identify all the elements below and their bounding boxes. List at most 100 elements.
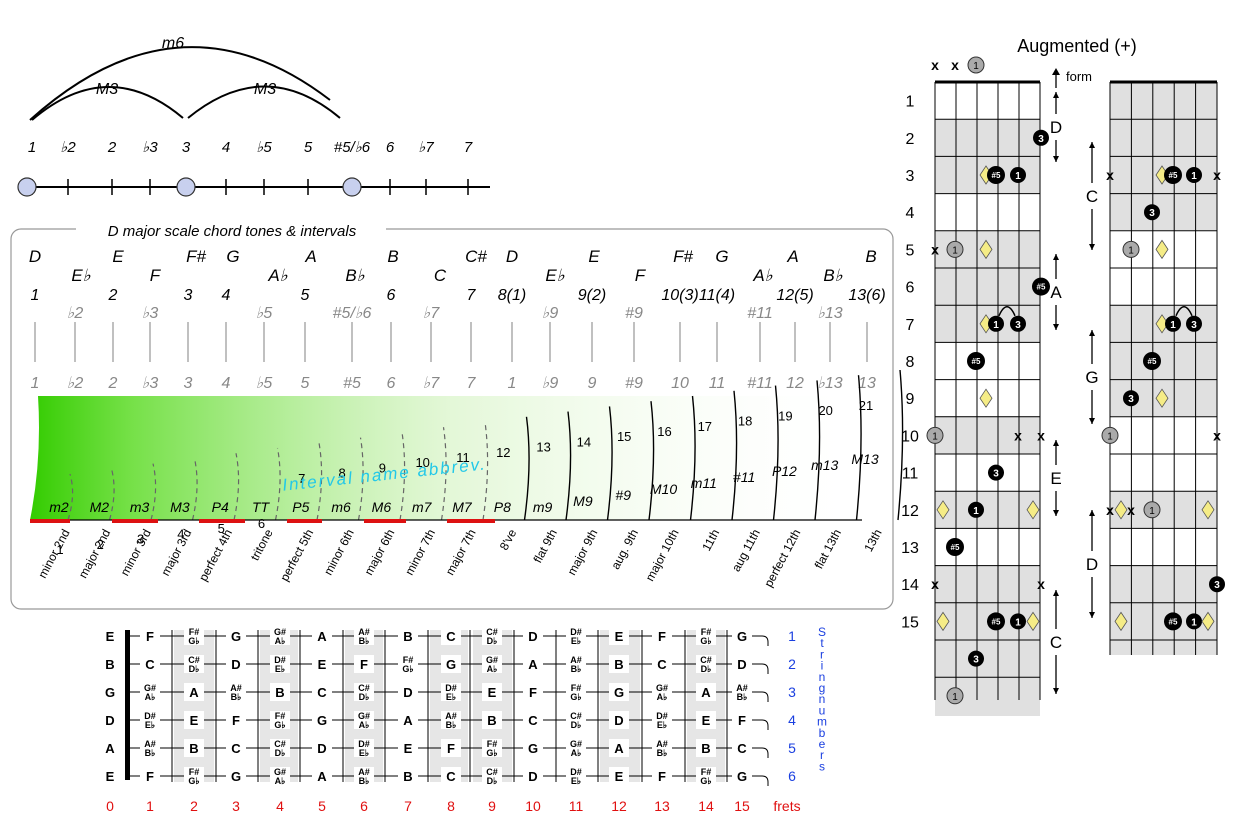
semitone-count: 7: [298, 471, 305, 486]
chord-note-name: E: [588, 247, 600, 266]
fret-note: D: [614, 713, 623, 728]
third-marker: [1144, 204, 1160, 221]
root-marker-label: 1: [932, 431, 938, 442]
string-number: 2: [788, 656, 796, 672]
degree-row-label: ♭2: [67, 375, 84, 392]
interval-abbrev: #9: [615, 487, 631, 503]
interval-name: 13th: [861, 527, 884, 554]
fret-note: C# D♭: [188, 655, 200, 674]
interval-abbrev: #11: [733, 469, 755, 485]
fret-note: G: [231, 629, 241, 644]
semitone-count: 21: [859, 398, 873, 413]
string-numbers-letter: t: [820, 636, 824, 650]
fret-note: G: [614, 685, 624, 700]
fret-note: G# A♭: [486, 655, 498, 674]
fret-shade-right: [1110, 565, 1217, 655]
fret-note: D# E♭: [274, 655, 286, 674]
fret-note: D: [528, 629, 537, 644]
fret-note: G# A♭: [358, 711, 370, 730]
form-label-letter: D: [1050, 118, 1062, 137]
chord-note-name: E♭: [71, 266, 91, 285]
fret-note: A# B♭: [736, 683, 748, 702]
chord-note-name: E: [112, 247, 124, 266]
fret-note: E: [318, 657, 327, 672]
interval-abbrev: M9: [573, 493, 593, 509]
fret-note: G: [446, 657, 456, 672]
fret-note: G# A♭: [144, 683, 156, 702]
degree-label: ♭5: [256, 139, 272, 156]
root-filled-marker: [968, 501, 984, 518]
note-bg: [354, 767, 374, 785]
fret-note: F# G♭: [274, 711, 285, 730]
interval-name: major 7th: [443, 527, 479, 578]
nut: [125, 630, 130, 780]
fret-number: 7: [404, 798, 412, 814]
root-filled-marker: [988, 315, 1004, 332]
note-bg: [312, 655, 332, 673]
form-bracket-head: [1053, 688, 1059, 694]
note-bg: [566, 627, 586, 645]
note-bg: [696, 627, 716, 645]
interval-name: major 6th: [362, 527, 398, 578]
fret-note: C: [657, 657, 667, 672]
degree-row-label: ♭3: [142, 375, 159, 392]
root-marker: [1122, 240, 1140, 258]
interval-bar: [731, 390, 738, 521]
form-label-letter: G: [1085, 368, 1098, 387]
fret-number: 14: [698, 798, 714, 814]
interval-abbrev: m2: [49, 499, 69, 515]
fret-note: D: [528, 769, 537, 784]
note-bg: [482, 627, 502, 645]
form-label-letter: C: [1050, 633, 1062, 652]
fret-note: A# B♭: [358, 627, 370, 646]
interval-abbrev: m6: [331, 499, 351, 515]
degree-row-label: ♭9: [542, 375, 559, 392]
note-bg: [270, 627, 290, 645]
slur-arc-right: [1175, 306, 1193, 317]
diamond-marker: [1155, 239, 1169, 260]
string-numbers-letter: r: [820, 647, 824, 661]
note-bg: [184, 767, 204, 785]
note-bg: [609, 711, 629, 729]
sharp5-marker: [967, 352, 985, 370]
chart-fret-number: 13: [901, 540, 919, 557]
chart-fret-number: 6: [906, 280, 915, 297]
fret-note: E: [615, 769, 624, 784]
fret-number: 5: [318, 798, 326, 814]
degree-row-label: 10: [671, 375, 689, 392]
chord-note-name: D: [506, 247, 518, 266]
interval-gradient: [30, 396, 870, 520]
string-numbers-letter: i: [821, 659, 824, 673]
fret-note: C# D♭: [274, 739, 286, 758]
chart-fret-number: 10: [901, 428, 919, 445]
degree-row-label: ♭5: [256, 375, 273, 392]
form-label-letter: A: [1050, 283, 1062, 302]
interval-name: tritone: [248, 527, 276, 563]
chart-fret-number: 2: [906, 131, 915, 148]
chord-degree: ♭7: [423, 305, 441, 322]
chord-degree: 1: [31, 287, 40, 304]
scale-panel: DE♭EFF# GA♭AB♭BCC# DE♭EFF# GA♭AB♭B11♭2♭222♭…: [29, 247, 904, 589]
root-filled-marker: [1010, 613, 1026, 630]
diamond-marker: [979, 388, 993, 408]
form-label-letter: C: [1086, 187, 1098, 206]
note-bg: [609, 655, 629, 673]
fret-note: D# E♭: [570, 767, 582, 786]
fret-note: C: [446, 629, 456, 644]
interval-bar: [67, 473, 74, 521]
fret-marker-shade: [260, 630, 298, 782]
fret-number: 2: [190, 798, 198, 814]
fret-note: C: [528, 713, 538, 728]
fret-note: A: [403, 713, 413, 728]
note-bg: [566, 711, 586, 729]
fret-note: B: [701, 741, 710, 756]
sharp5-marker-label: #5: [992, 617, 1001, 626]
string-numbers-letter: S: [818, 625, 826, 639]
fret-note: A: [614, 741, 624, 756]
fret-note: C# D♭: [358, 683, 370, 702]
chord-note-name: F: [150, 266, 162, 285]
note-bg: [609, 739, 629, 757]
fret-note: D# E♭: [358, 739, 370, 758]
root-filled-marker: [1186, 167, 1202, 183]
sharp5-marker: [1032, 277, 1050, 296]
